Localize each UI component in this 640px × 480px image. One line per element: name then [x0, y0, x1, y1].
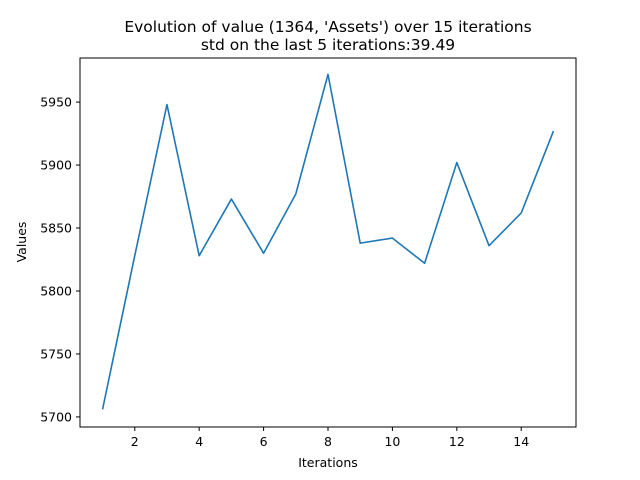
- x-tick-label: 2: [131, 434, 139, 449]
- x-tick-label: 6: [260, 434, 268, 449]
- y-tick-label: 5800: [40, 283, 72, 298]
- y-tick-label: 5850: [40, 221, 72, 236]
- x-tick-label: 14: [513, 434, 529, 449]
- x-tick-label: 12: [449, 434, 465, 449]
- y-tick-label: 5900: [40, 158, 72, 173]
- x-tick-label: 10: [384, 434, 400, 449]
- plot-frame: [79, 57, 577, 428]
- chart-subtitle: std on the last 5 iterations:39.49: [201, 36, 455, 54]
- x-tick-label: 4: [195, 434, 203, 449]
- y-tick-label: 5950: [40, 95, 72, 110]
- series-layer: [101, 73, 555, 410]
- y-tick-label: 5750: [40, 346, 72, 361]
- chart-title: Evolution of value (1364, 'Assets') over…: [124, 18, 531, 36]
- x-axis-label: Iterations: [298, 455, 358, 470]
- y-axis-label: Values: [14, 222, 29, 263]
- y-axis-ticks: 5700 5750 5800 5850 5900 5950: [40, 95, 80, 424]
- x-tick-label: 8: [324, 434, 332, 449]
- y-tick-label: 5700: [40, 409, 72, 424]
- series-line: [101, 73, 555, 410]
- x-axis-ticks: 2 4 6 8 10 12 14: [131, 427, 529, 449]
